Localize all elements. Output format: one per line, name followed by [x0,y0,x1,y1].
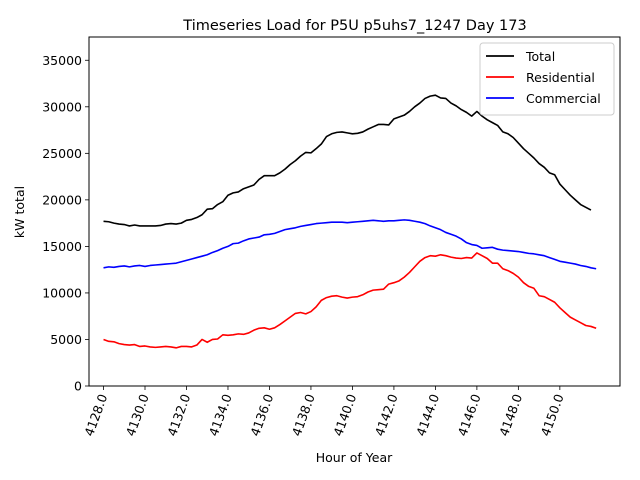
series-line-commercial [103,219,597,270]
y-tick-label: 35000 [42,53,82,68]
x-tick-label: 4150.0 [538,392,567,438]
y-tick-label: 30000 [42,99,82,114]
y-tick-label: 10000 [42,285,82,300]
x-tick-label: 4130.0 [123,392,152,438]
x-tick-label: 4144.0 [413,392,442,438]
y-tick-label: 15000 [42,239,82,254]
series-line-total [103,94,592,227]
x-tick-label: 4146.0 [455,392,484,438]
y-axis: 0 5000 10000 15000 20000 25000 30000 35000 [42,53,89,394]
chart-title: Timeseries Load for P5U p5uhs7_1247 Day … [182,18,526,34]
x-tick-label: 4136.0 [247,392,276,438]
legend-box [479,42,615,116]
y-axis-label: kW total [12,186,27,238]
legend-label-total: Total [525,49,555,64]
x-axis-label: Hour of Year [316,450,393,465]
plot-area [103,94,597,349]
x-tick-label: 4142.0 [372,392,401,438]
x-tick-label: 4138.0 [289,392,318,438]
legend-label-residential: Residential [526,70,595,85]
x-tick-label: 4132.0 [164,392,193,438]
x-tick-label: 4128.0 [81,392,110,438]
x-axis: 4128.0 4130.0 4132.0 4134.0 4136.0 4138.0 4140… [81,386,567,438]
legend: Total Residential Commercial [479,42,615,116]
y-tick-label: 0 [74,379,82,394]
legend-label-commercial: Commercial [526,91,601,106]
y-tick-label: 25000 [42,146,82,161]
y-tick-label: 5000 [50,332,82,347]
y-tick-label: 20000 [42,192,82,207]
x-tick-label: 4134.0 [206,392,235,438]
x-tick-label: 4140.0 [330,392,359,438]
x-tick-label: 4148.0 [496,392,525,438]
series-line-residential [103,252,597,349]
plot-frame [88,36,621,387]
